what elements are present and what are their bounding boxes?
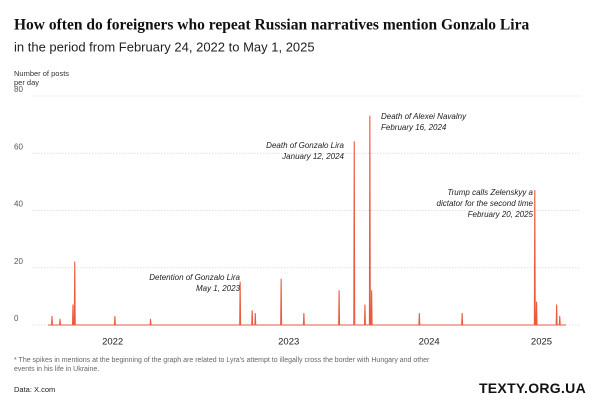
y-tick-label: 40 <box>14 200 23 209</box>
x-tick-label: 2022 <box>102 337 123 348</box>
chart-title: How often do foreigners who repeat Russi… <box>14 17 529 34</box>
brand: TEXTY.ORG.UA <box>478 380 586 396</box>
annotation: January 12, 2024 <box>281 152 344 161</box>
footnote: * The spikes in mentions at the beginnin… <box>14 357 430 373</box>
source: Data: X.com <box>14 385 56 394</box>
y-axis-label: per day <box>14 78 39 87</box>
annotation: February 20, 2025 <box>468 210 534 219</box>
annotation: February 16, 2024 <box>381 123 447 132</box>
annotation: Death of Gonzalo Lira <box>266 141 344 150</box>
x-tick-label: 2023 <box>278 337 299 348</box>
chart-subtitle: in the period from February 24, 2022 to … <box>14 39 315 54</box>
y-tick-label: 0 <box>14 314 19 323</box>
annotation: May 1, 2023 <box>196 284 241 293</box>
y-axis-label: Number of posts <box>14 69 69 78</box>
annotation: dictator for the second time <box>437 199 534 208</box>
x-tick-label: 2024 <box>419 337 440 348</box>
y-tick-label: 20 <box>14 257 23 266</box>
y-tick-label: 60 <box>14 142 23 151</box>
y-tick-label: 80 <box>14 85 23 94</box>
x-tick-label: 2025 <box>531 337 552 348</box>
annotation: Detention of Gonzalo Lira <box>149 273 240 282</box>
annotation: Trump calls Zelenskyy a <box>447 188 533 197</box>
data-line <box>48 115 566 326</box>
annotation: Death of Alexei Navalny <box>381 112 467 121</box>
